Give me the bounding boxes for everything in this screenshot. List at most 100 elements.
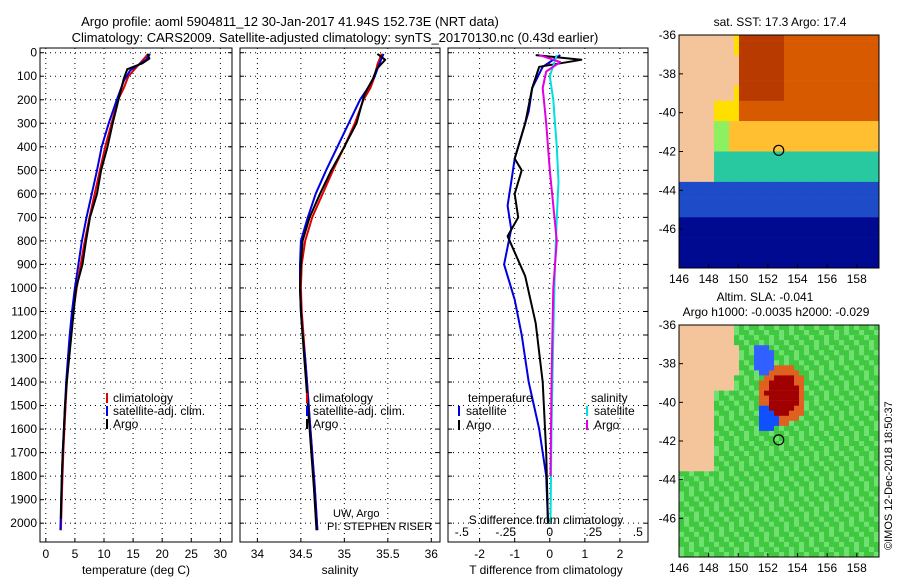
map-cell [854,541,860,548]
map-cell [819,121,825,127]
map-cell [754,481,760,487]
map-cell [739,441,745,447]
map-cell [769,146,775,152]
map-cell [844,400,850,406]
map-cell [849,531,855,538]
map-cell [709,496,715,502]
map-cell [849,541,855,548]
salinity-xlabel: salinity [322,563,359,577]
map-cell [809,380,815,386]
map-cell [859,95,865,102]
map-cell [819,456,825,462]
map-cell [779,476,785,482]
map-cell [694,161,700,167]
map-cell [839,466,845,472]
map-cell [764,415,770,422]
map-cell [694,90,700,97]
map-cell [814,40,820,46]
map-cell [819,60,825,66]
map-cell [759,131,765,137]
map-cell [709,35,715,41]
map-cell [874,237,879,243]
map-cell [849,181,855,188]
map-cell [784,161,790,167]
depth-tick-label: 200 [17,93,37,107]
map-cell [784,410,790,416]
difference-panel: -2 -1 0 1 2-.5 -.25 0.25.5 T difference from c… [447,47,649,577]
legend-label: Argo [466,418,492,432]
map-cell [794,481,800,487]
map-cell [839,70,845,76]
map-cell [829,262,835,268]
map-cell [689,212,695,218]
map-cell [854,232,860,238]
map-cell [769,187,775,193]
map-cell [704,410,710,416]
map-cell [724,365,730,371]
map-cell [849,35,855,41]
map-cell [804,451,810,457]
map-cell [829,335,835,341]
map-cell [849,471,855,477]
map-cell [869,176,875,183]
map-cell [719,202,725,208]
map-cell [744,436,750,442]
map-cell [834,400,840,406]
map-cell [684,131,690,137]
map-cell [679,365,685,371]
map-cell [749,501,755,507]
map-cell [769,345,775,351]
map-cell [854,471,860,477]
map-cell [809,496,815,502]
map-cell [874,461,879,467]
map-cell [729,217,735,223]
map-cell [854,181,860,188]
map-cell [829,232,835,238]
map-cell [809,471,815,477]
map-cell [804,375,810,381]
map-cell [814,156,820,162]
map-cell [789,217,795,223]
map-cell [709,461,715,467]
map-cell [714,116,720,122]
map-cell [824,90,830,97]
map-cell [684,141,690,147]
map-cell [824,85,830,92]
map-cell [839,552,845,557]
map-cell [699,541,705,548]
map-cell [714,156,720,162]
map-cell [749,325,755,331]
map-cell [839,536,845,543]
map-cell [829,257,835,264]
map-cell [804,345,810,351]
map-cell [759,90,765,97]
map-cell [744,501,750,507]
map-cell [764,390,770,396]
map-cell [789,176,795,183]
map-cell [864,471,870,477]
map-cell [874,105,879,112]
map-cell [854,325,860,331]
map-cell [844,541,850,548]
map-cell [704,181,710,188]
x-tick-label: 20 [156,547,170,561]
map-cell [814,340,820,346]
map-cell [859,100,865,107]
map-cell [834,345,840,351]
map-cell [739,552,745,557]
map-cell [744,176,750,183]
map-cell [864,365,870,371]
map-cell [784,441,790,447]
map-cell [869,360,875,366]
map-cell [719,471,725,477]
map-cell [724,380,730,386]
map-cell [774,95,780,102]
map-cell [819,506,825,512]
map-cell [854,161,860,167]
map-cell [719,131,725,137]
title-line-2: Climatology: CARS2009. Satellite-adjuste… [72,30,599,45]
map-cell [724,486,730,492]
map-cell [854,156,860,162]
map-cell [709,55,715,61]
map-cell [789,70,795,76]
